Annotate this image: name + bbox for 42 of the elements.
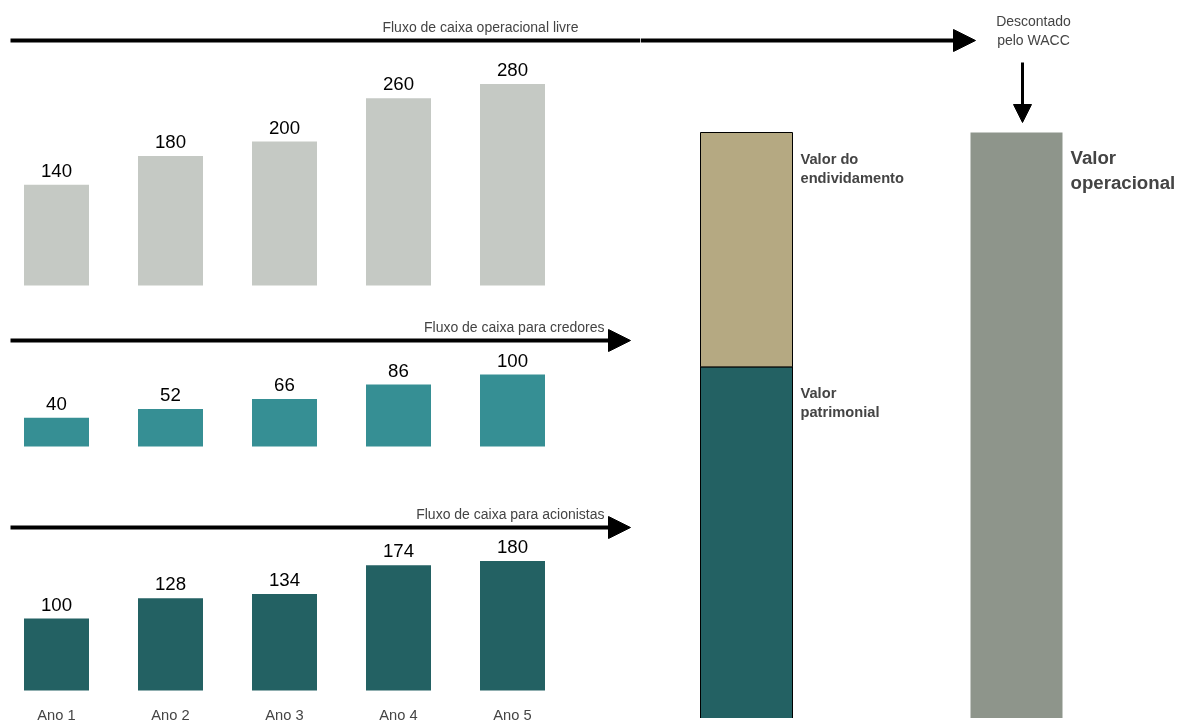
series-label: Valor patrimonial [800,384,880,421]
data-label: 140 [40,159,73,181]
x-tick-label: Ano 5 [493,706,532,723]
bar [366,384,431,447]
chart-title: Fluxo de caixa para credores [423,318,605,335]
series-label: Valor operacional [1070,146,1176,193]
bar [366,565,431,691]
bar [138,598,203,691]
chart-title: Fluxo de caixa operacional livre [382,18,579,35]
data-label: 180 [154,130,187,152]
text: Descontado pelo WACC [996,12,1072,48]
x-tick-label: Ano 1 [37,706,76,723]
bar [24,618,89,691]
bar [24,184,89,286]
data-label: 200 [268,116,301,138]
data-label: 280 [496,58,529,80]
data-label: 66 [274,373,295,395]
series-label: Valor do endividamento [800,150,904,186]
bar [252,594,317,691]
data-label: 40 [46,392,67,414]
x-tick-label: Ano 4 [379,706,418,723]
bar [480,374,545,447]
bar [252,141,317,286]
data-label: 86 [388,359,409,381]
bar [252,398,317,447]
bar [138,155,203,286]
bar [366,98,431,286]
data-label: 174 [382,540,415,562]
bar [138,409,203,447]
data-label: 52 [160,384,181,406]
chart-title: Fluxo de caixa para acionistas [416,505,605,522]
data-label: 100 [40,593,73,615]
data-label: 128 [154,573,187,595]
data-label: 100 [496,349,529,371]
x-tick-label: Ano 2 [151,706,190,723]
bar [480,560,545,691]
data-label: 180 [496,535,529,557]
bar [24,417,89,447]
data-label: 134 [268,569,301,591]
data-label: 260 [382,73,415,95]
bar [480,83,545,286]
x-tick-label: Ano 3 [265,706,304,723]
